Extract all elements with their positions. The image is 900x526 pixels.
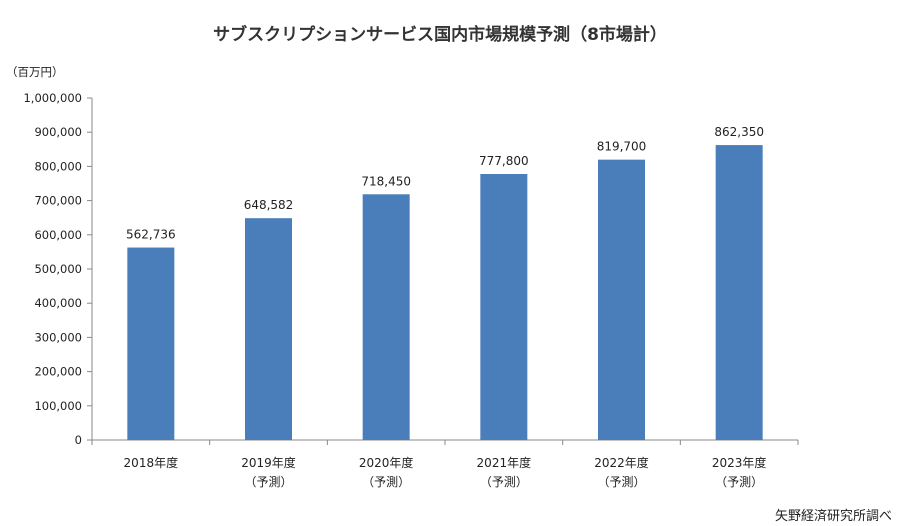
x-tick-sublabel: （予測） xyxy=(362,475,410,489)
y-tick-label: 400,000 xyxy=(34,296,82,310)
bar xyxy=(715,145,763,440)
y-axis-unit-label: （百万円） xyxy=(6,65,64,79)
source-note: 矢野経済研究所調べ xyxy=(775,508,892,524)
y-axis: 0 100,000 200,000 300,000 400,000 500,000 600,… xyxy=(23,91,93,447)
data-label: 862,350 xyxy=(714,125,764,139)
bar xyxy=(598,159,645,440)
x-tick-sublabel: （予測） xyxy=(597,475,645,489)
bar xyxy=(245,218,292,440)
x-tick-sublabel: （予測） xyxy=(480,475,528,489)
bar xyxy=(362,194,410,440)
x-tick-label: 2022年度 xyxy=(594,455,649,470)
data-label: 777,800 xyxy=(479,154,529,168)
y-tick-label: 700,000 xyxy=(34,194,82,208)
bars: 562,736 648,582 718,450 777,800 819,700 862,3… xyxy=(126,125,764,440)
data-label: 819,700 xyxy=(597,140,647,154)
x-tick-sublabel: （予測） xyxy=(715,475,763,489)
x-tick-sublabel: （予測） xyxy=(244,475,292,489)
bar xyxy=(480,173,528,440)
y-tick-label: 1,000,000 xyxy=(23,91,82,105)
x-axis: 2018年度 2019年度 （予測） 2020年度 （予測） 2021年度 （予測） 2022… xyxy=(91,439,799,489)
x-tick-label: 2021年度 xyxy=(477,455,532,470)
y-tick-label: 100,000 xyxy=(34,399,82,413)
data-label: 648,582 xyxy=(244,198,294,212)
x-tick-label: 2018年度 xyxy=(124,455,179,470)
data-label: 562,736 xyxy=(126,228,176,242)
y-tick-label: 0 xyxy=(75,433,82,447)
y-tick-label: 200,000 xyxy=(34,365,82,379)
data-label: 718,450 xyxy=(361,174,411,188)
y-tick-label: 300,000 xyxy=(34,330,82,344)
y-tick-label: 500,000 xyxy=(34,262,82,276)
bar xyxy=(127,247,175,440)
x-tick-label: 2023年度 xyxy=(712,455,767,470)
y-tick-label: 800,000 xyxy=(34,159,82,173)
x-tick-label: 2019年度 xyxy=(241,455,296,470)
x-tick-label: 2020年度 xyxy=(359,455,414,470)
y-tick-label: 900,000 xyxy=(34,125,82,139)
y-tick-label: 600,000 xyxy=(34,228,82,242)
chart-title: サブスクリプションサービス国内市場規模予測（8市場計） xyxy=(213,24,667,45)
